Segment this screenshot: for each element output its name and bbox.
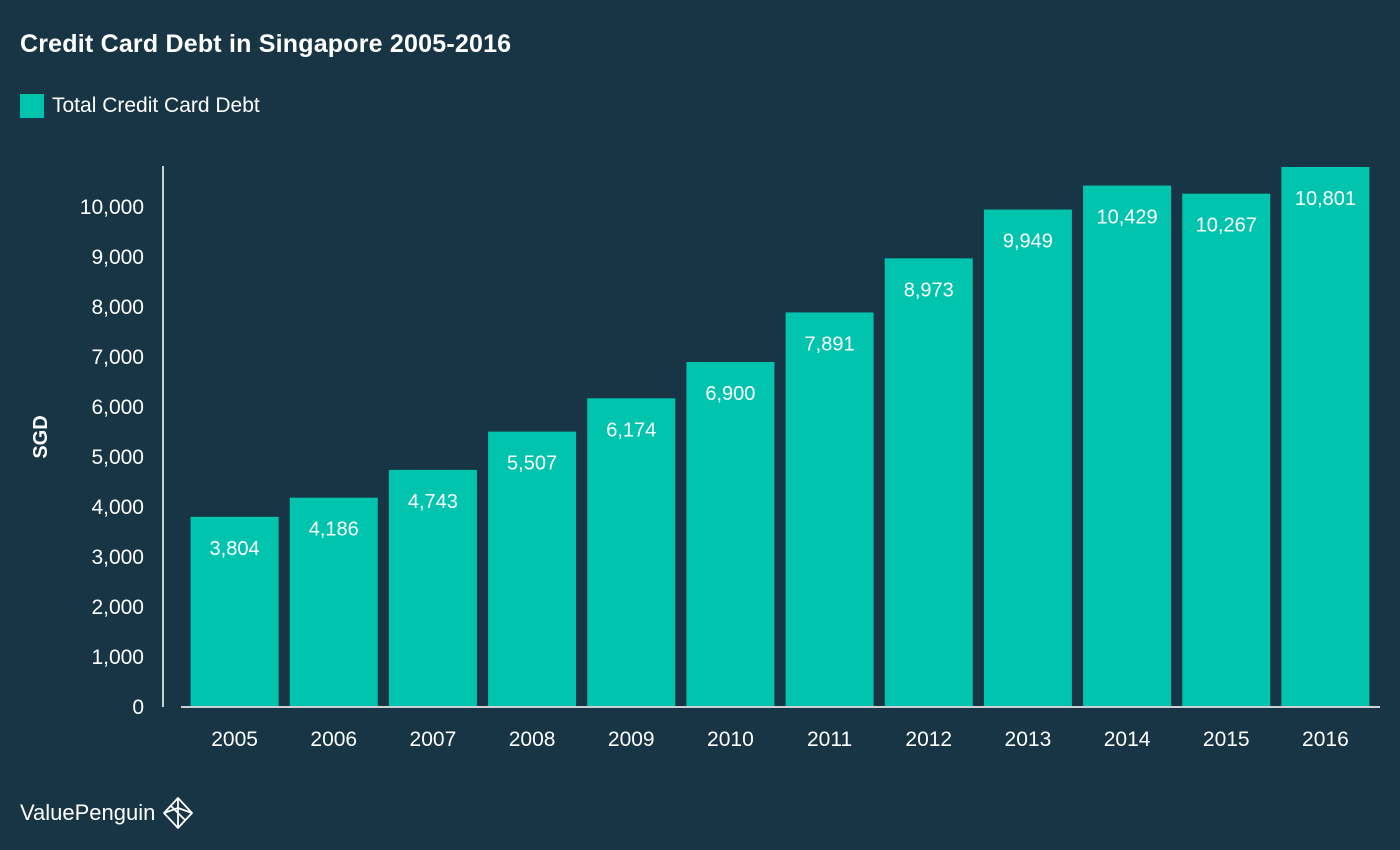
bar: [289, 497, 378, 706]
penguin-diamond-icon: [163, 797, 194, 829]
x-tick-label: 2016: [1302, 728, 1349, 751]
x-tick-label: 2015: [1203, 728, 1250, 751]
x-tick-label: 2011: [807, 728, 852, 751]
x-tick-label: 2010: [707, 728, 754, 751]
data-label: 4,743: [408, 491, 458, 513]
data-label: 6,900: [705, 383, 755, 405]
data-label: 7,891: [805, 333, 855, 355]
data-label: 10,801: [1295, 188, 1356, 210]
y-tick-label: 10,000: [80, 196, 144, 219]
bar: [1281, 166, 1370, 706]
y-tick-label: 1,000: [91, 646, 144, 669]
bar: [587, 398, 676, 706]
x-tick-label: 2007: [410, 728, 457, 751]
y-axis-label: SGD: [30, 415, 52, 458]
x-tick-label: 2014: [1104, 728, 1151, 751]
y-tick-label: 9,000: [91, 246, 144, 269]
brand-name: ValuePenguin: [20, 800, 156, 825]
x-tick-label: 2013: [1005, 728, 1052, 751]
x-tick-label: 2006: [310, 728, 357, 751]
y-tick-label: 0: [132, 696, 144, 719]
brand: ValuePenguin: [20, 796, 195, 830]
bar: [785, 312, 874, 706]
data-label: 10,429: [1096, 207, 1157, 229]
data-label: 4,186: [309, 519, 359, 541]
x-tick-label: 2009: [608, 728, 655, 751]
y-tick-label: 8,000: [91, 296, 144, 319]
chart-title: Credit Card Debt in Singapore 2005-2016: [20, 30, 512, 58]
legend: Total Credit Card Debt: [20, 94, 260, 118]
legend-swatch: [20, 94, 44, 118]
bar: [686, 362, 775, 706]
bar: [1083, 185, 1172, 707]
x-tick-label: 2005: [211, 728, 258, 751]
bar: [1182, 193, 1271, 706]
y-tick-label: 4,000: [91, 496, 144, 519]
y-tick-label: 3,000: [91, 546, 144, 569]
data-label: 10,267: [1196, 215, 1257, 237]
bar: [884, 258, 973, 706]
x-tick-label: 2012: [905, 728, 952, 751]
data-label: 3,804: [210, 538, 260, 560]
legend-label: Total Credit Card Debt: [52, 94, 260, 117]
x-tick-label: 2008: [509, 728, 556, 751]
y-tick-label: 2,000: [91, 596, 144, 619]
bar: [983, 209, 1072, 707]
bar: [488, 431, 577, 706]
y-tick-label: 7,000: [91, 346, 144, 369]
y-tick-label: 5,000: [91, 446, 144, 469]
bar: [190, 516, 279, 706]
data-label: 8,973: [904, 279, 954, 301]
bar: [388, 469, 477, 706]
data-label: 5,507: [507, 453, 557, 475]
y-tick-label: 6,000: [91, 396, 144, 419]
data-label: 6,174: [606, 419, 656, 441]
data-label: 9,949: [1003, 231, 1053, 253]
